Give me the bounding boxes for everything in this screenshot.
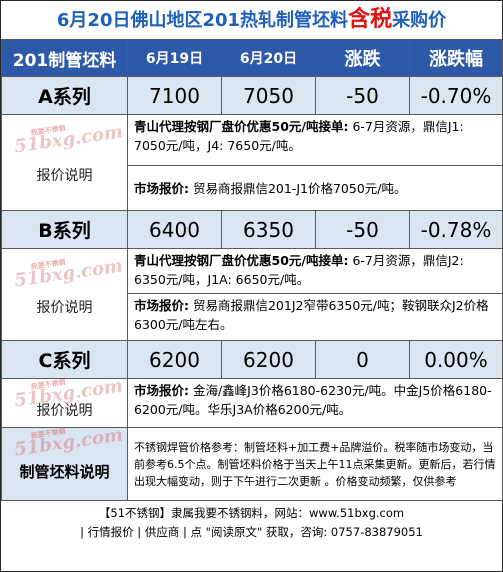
bottom-line-site: 【51不锈钢】隶属我要不锈钢料，网站：www.51bxg.com bbox=[98, 506, 405, 520]
price-change: -50 bbox=[315, 210, 410, 249]
table-header: 201制管坯料 6月19日 6月20日 涨跌 涨跌幅 bbox=[1, 39, 503, 77]
watermark-logo: 我要不锈钢 51bxg.com bbox=[13, 255, 125, 292]
series-name: C系列 bbox=[1, 340, 128, 379]
price-change: 0 bbox=[315, 340, 410, 379]
quote-note: 青山代理按钢厂盘价优惠50元/吨接单: 6-7月资源，鼎信J2: 6350元/吨… bbox=[127, 248, 503, 294]
bottom-info: 【51不锈钢】隶属我要不锈钢料，网站：www.51bxg.com | 行情报价 … bbox=[1, 501, 502, 542]
quote-note-label-cell: 我要不锈钢 51bxg.com 报价说明 bbox=[1, 114, 128, 211]
watermark-logo: 我要不锈钢 51bxg.com bbox=[13, 424, 125, 461]
note-heading: 市场报价: bbox=[134, 383, 189, 398]
note-row: 我要不锈钢 51bxg.com 报价说明 青山代理按钢厂盘价优惠50元/吨接单: … bbox=[1, 114, 503, 211]
note-row: 市场报价: 贸易商报鼎信201-J1价格7050元/吨。 bbox=[2, 165, 503, 211]
price-curr: 7050 bbox=[221, 76, 316, 115]
price-change-pct: -0.70% bbox=[409, 76, 503, 115]
note-heading: 青山代理按钢厂盘价优惠50元/吨接单: bbox=[134, 119, 349, 134]
market-note: 市场报价: 金海/鑫峰J3价格6180-6230元/吨。中金J5价格6180-6… bbox=[127, 378, 503, 428]
price-table: 201制管坯料 6月19日 6月20日 涨跌 涨跌幅 A系列 7100 7050… bbox=[1, 39, 503, 501]
note-row: 我要不锈钢 51bxg.com 报价说明 市场报价: 金海/鑫峰J3价格6180-… bbox=[1, 376, 503, 428]
price-change-pct: 0.00% bbox=[409, 340, 503, 379]
price-prev: 6400 bbox=[127, 210, 222, 249]
quote-note-label-cell: 我要不锈钢 51bxg.com 报价说明 bbox=[1, 248, 128, 341]
series-name: B系列 bbox=[1, 210, 128, 249]
header-curr-date: 6月20日 bbox=[221, 39, 316, 77]
title-main: 6月20日佛山地区201热轧制管坯料 bbox=[56, 10, 349, 31]
header-prev-date: 6月19日 bbox=[127, 39, 222, 77]
page-title: 6月20日佛山地区201热轧制管坯料含税采购价 bbox=[1, 1, 502, 39]
note-text: 贸易商报鼎信201-J1价格7050元/吨。 bbox=[189, 180, 407, 196]
table-row: C系列 6200 6200 0 0.00% bbox=[1, 340, 503, 379]
quote-note: 青山代理按钢厂盘价优惠50元/吨接单: 6-7月资源，鼎信J1: 7050元/吨… bbox=[127, 114, 503, 166]
table-row: B系列 6400 6350 -50 -0.78% bbox=[1, 210, 503, 249]
market-note: 市场报价: 贸易商报鼎信201J2窄带6350元/吨；鞍钢联众J2价格6300元… bbox=[127, 293, 503, 341]
footer-label-cell: 我要不锈钢 51bxg.com 制管坯料说明 bbox=[1, 424, 128, 501]
header-change: 涨跌 bbox=[315, 39, 410, 77]
header-product: 201制管坯料 bbox=[1, 39, 128, 77]
title-suffix: 采购价 bbox=[392, 10, 447, 31]
note-text: 金海/鑫峰J3价格6180-6230元/吨。中金J5价格6180-6200元/吨… bbox=[134, 383, 492, 417]
quote-note-label: 报价说明 bbox=[36, 299, 93, 316]
price-change: -50 bbox=[315, 76, 410, 115]
table-row: A系列 7100 7050 -50 -0.70% bbox=[1, 76, 503, 115]
note-row: 市场报价: 贸易商报鼎信201J2窄带6350元/吨；鞍钢联众J2价格6300元… bbox=[2, 293, 503, 341]
note-text: 6-7月资源，鼎信J2: 6350元/吨，J1A: 6650元/吨。 bbox=[134, 253, 464, 287]
note-row: 我要不锈钢 51bxg.com 报价说明 青山代理按钢厂盘价优惠50元/吨接单: … bbox=[1, 248, 503, 341]
quote-note-label: 报价说明 bbox=[36, 403, 93, 419]
market-note: 市场报价: 贸易商报鼎信201-J1价格7050元/吨。 bbox=[127, 165, 503, 211]
price-curr: 6350 bbox=[221, 210, 316, 249]
quote-note-label: 报价说明 bbox=[36, 167, 93, 184]
price-curr: 6200 bbox=[221, 340, 316, 379]
note-text: 6-7月资源，鼎信J1: 7050元/吨，J4: 7650元/吨。 bbox=[134, 119, 464, 153]
bottom-line-contact: | 行情报价 | 供应商 | 点 "阅读原文" 获取，咨询: 0757-8387… bbox=[80, 525, 423, 539]
note-heading: 市场报价: bbox=[134, 180, 189, 196]
series-name: A系列 bbox=[1, 76, 128, 115]
quote-note-label-cell: 我要不锈钢 51bxg.com 报价说明 bbox=[1, 376, 128, 428]
price-change-pct: -0.78% bbox=[409, 210, 503, 249]
note-text: 贸易商报鼎信201J2窄带6350元/吨；鞍钢联众J2价格6300元/吨左右。 bbox=[134, 298, 489, 332]
footer-row: 我要不锈钢 51bxg.com 制管坯料说明 不锈钢焊管价格参考：制管坯料+加工费… bbox=[1, 424, 503, 501]
note-heading: 青山代理按钢厂盘价优惠50元/吨接单: bbox=[134, 253, 349, 268]
title-highlight: 含税 bbox=[348, 7, 393, 32]
footer-note: 不锈钢焊管价格参考：制管坯料+加工费+品牌溢价。税率随市场变动，当前参考6.5个… bbox=[127, 427, 503, 501]
header-change-pct: 涨跌幅 bbox=[409, 39, 503, 77]
footer-label: 制管坯料说明 bbox=[19, 462, 110, 481]
price-prev: 6200 bbox=[127, 340, 222, 379]
price-prev: 7100 bbox=[127, 76, 222, 115]
watermark-logo: 我要不锈钢 51bxg.com bbox=[13, 121, 125, 158]
note-heading: 市场报价: bbox=[134, 298, 189, 313]
